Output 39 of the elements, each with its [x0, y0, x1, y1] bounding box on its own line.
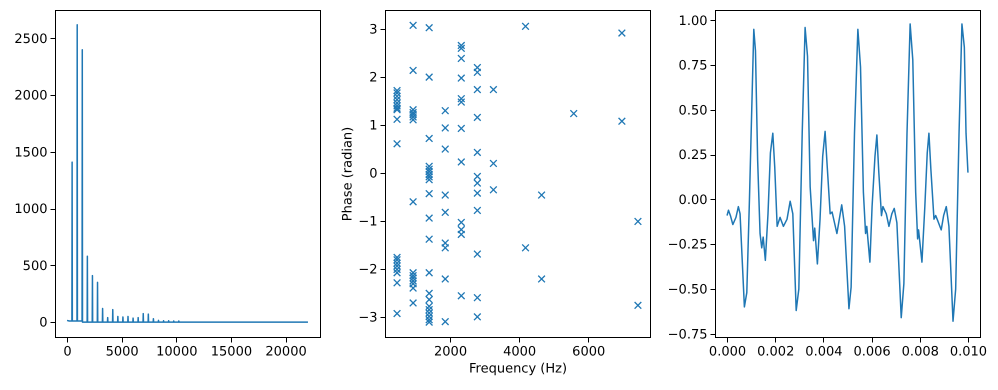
y-tick-label: 0.75	[678, 58, 708, 74]
y-tick-label: −0.75	[668, 327, 708, 342]
line-series	[726, 23, 969, 322]
y-tick-label: 0.25	[678, 148, 708, 164]
line-series	[66, 24, 309, 323]
y-tick-label: −3	[358, 310, 378, 326]
y-tick-label: 0	[39, 316, 48, 331]
x-tick-label: 0.006	[853, 344, 891, 360]
y-tick-label: 2	[369, 70, 378, 86]
y-tick-label: 0	[369, 166, 378, 182]
x-tick-label: 5000	[106, 344, 139, 360]
y-tick-label: 0.00	[678, 192, 708, 208]
y-tick-label: 3	[369, 22, 378, 38]
y-tick-label: −1	[358, 214, 378, 230]
x-tick-label: 0.004	[805, 344, 843, 360]
y-tick-label: −2	[358, 262, 378, 278]
x-tick-label: 0	[63, 344, 72, 360]
y-tick-label: 2000	[14, 88, 48, 104]
y-tick-label: 1.00	[678, 14, 708, 29]
y-tick-label: −0.25	[668, 238, 708, 253]
x-axis-title: Frequency (Hz)	[468, 362, 568, 376]
y-tick-label: 1500	[14, 145, 48, 160]
y-axis-title: Phase (radian)	[340, 126, 356, 222]
y-tick-label: 2500	[14, 32, 48, 47]
x-tick-label: 0.008	[902, 344, 939, 360]
y-tick-label: 500	[22, 258, 48, 274]
y-tick-label: −0.50	[668, 282, 708, 298]
y-tick-label: 0.50	[678, 103, 708, 118]
y-tick-label: 1000	[14, 202, 48, 218]
x-tick-label: 15000	[210, 344, 252, 360]
x-tick-label: 10000	[156, 344, 198, 360]
x-tick-label: 2000	[434, 344, 468, 360]
x-tick-label: 4000	[503, 344, 536, 360]
x-tick-label: 0.010	[950, 344, 988, 360]
x-tick-label: 0.002	[757, 344, 794, 360]
x-tick-label: 6000	[572, 344, 606, 360]
x-tick-label: 20000	[265, 344, 307, 360]
y-tick-label: 1	[369, 118, 378, 134]
x-tick-label: 0.000	[708, 344, 746, 360]
